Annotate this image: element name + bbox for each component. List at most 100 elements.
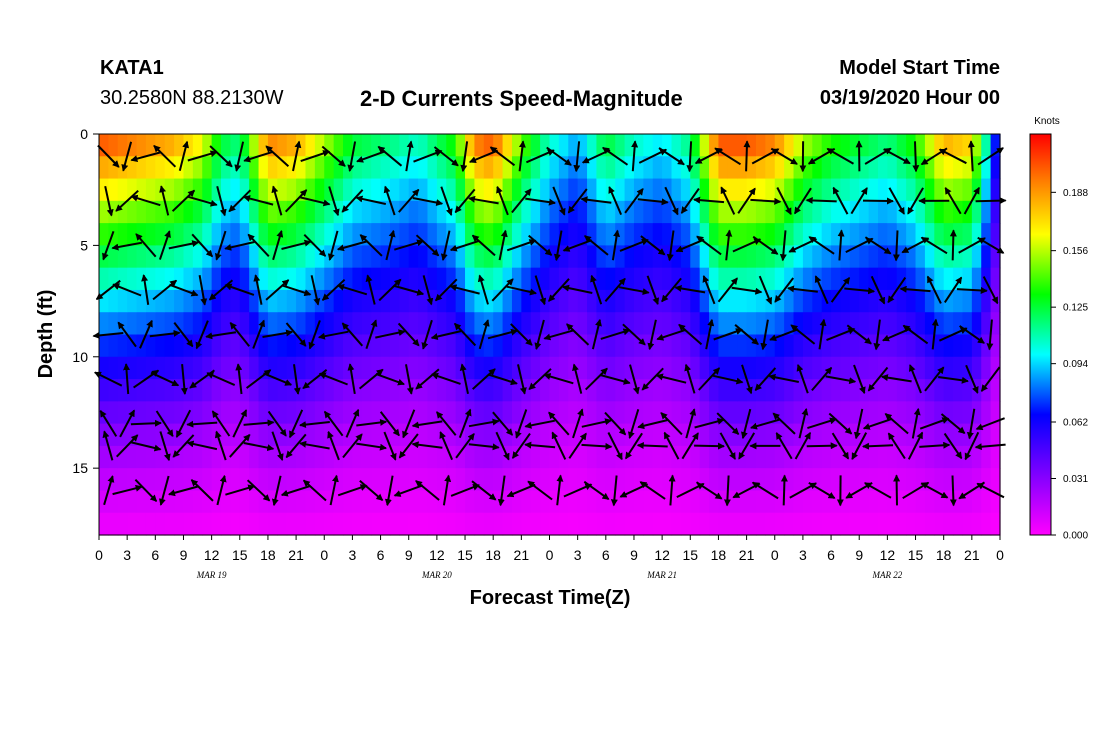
heat-cell — [192, 178, 203, 202]
heat-cell — [934, 379, 945, 402]
heat-cell — [680, 312, 691, 336]
heat-cell — [436, 223, 447, 246]
current-arrow — [511, 188, 532, 214]
heat-cell — [380, 356, 391, 380]
current-arrow — [796, 363, 809, 394]
heat-cell — [596, 245, 607, 269]
current-arrow — [99, 409, 118, 437]
heat-cell — [530, 445, 541, 469]
current-vectors — [92, 140, 1007, 507]
heat-cell — [296, 468, 307, 492]
heat-cell — [389, 200, 400, 224]
heat-cell — [568, 289, 579, 313]
heat-cell — [427, 356, 438, 380]
heat-cell — [211, 312, 222, 336]
heat-cell — [296, 312, 307, 336]
heat-cell — [258, 200, 269, 224]
heat-cell — [108, 334, 119, 358]
heat-cell — [427, 223, 438, 246]
heat-cell — [530, 289, 541, 313]
current-arrow — [624, 187, 644, 214]
heat-cell — [155, 312, 166, 336]
heat-cell — [755, 178, 766, 202]
heat-cell — [483, 334, 494, 358]
heat-cell — [587, 156, 598, 180]
heat-cell — [286, 223, 297, 246]
heat-cell — [784, 401, 795, 425]
current-arrow — [912, 141, 920, 173]
heat-cell — [427, 134, 438, 157]
heat-cell — [812, 512, 823, 536]
heat-cell — [924, 512, 935, 536]
heat-cell — [333, 334, 344, 358]
heat-cell — [221, 178, 231, 202]
heat-cell — [174, 267, 185, 291]
heat-cell — [352, 267, 363, 291]
heat-cell — [680, 379, 691, 402]
heat-cell — [230, 200, 241, 224]
heat-cell — [530, 468, 541, 492]
heat-cell — [774, 178, 785, 202]
heat-cell — [408, 200, 419, 224]
heat-cell — [784, 245, 795, 269]
heat-cell — [784, 156, 795, 180]
heat-cell — [849, 312, 860, 336]
heat-cell — [624, 156, 635, 180]
heat-cell — [258, 267, 269, 291]
heat-cell — [849, 490, 860, 514]
heat-cell — [774, 468, 785, 492]
heat-cell — [249, 312, 260, 336]
heat-cell — [465, 445, 476, 469]
heat-cell — [662, 134, 673, 157]
heat-cell — [868, 223, 879, 246]
heat-cell — [943, 156, 954, 180]
current-arrow — [405, 140, 414, 172]
current-arrow — [439, 431, 454, 461]
heat-cell — [906, 445, 917, 469]
heat-cell — [361, 468, 372, 492]
heat-cell — [643, 490, 654, 514]
heat-cell — [727, 334, 738, 358]
heat-cell — [774, 512, 785, 536]
heat-cell — [802, 223, 813, 246]
heat-cell — [286, 156, 297, 180]
heat-cell — [305, 445, 316, 469]
heat-cell — [624, 356, 635, 380]
heat-cell — [436, 267, 447, 291]
y-tick-label: 5 — [80, 237, 88, 253]
current-arrow — [624, 432, 643, 460]
heat-cell — [596, 200, 607, 224]
heat-cell — [483, 178, 494, 202]
heat-cell — [924, 334, 935, 358]
heat-cell — [821, 334, 832, 358]
current-arrow — [130, 151, 161, 163]
current-arrow — [111, 241, 143, 251]
heat-cell — [877, 334, 888, 358]
heat-cell — [924, 468, 935, 492]
heat-cell — [981, 178, 992, 202]
heat-cell — [183, 245, 194, 269]
current-arrow — [168, 240, 200, 250]
heat-cell — [427, 490, 438, 514]
heat-cell — [896, 289, 907, 313]
heat-cell — [699, 200, 710, 224]
heat-cell — [418, 178, 429, 202]
heat-cell — [202, 401, 213, 425]
heat-cell — [239, 289, 250, 313]
heat-cell — [962, 245, 973, 269]
heat-cell — [258, 468, 269, 492]
current-arrow — [556, 474, 564, 506]
heat-cell — [821, 245, 832, 269]
heat-cell — [981, 512, 992, 536]
heat-cell — [333, 356, 344, 380]
current-arrow — [358, 368, 384, 390]
heat-cell — [568, 223, 579, 246]
heat-cell — [784, 379, 795, 402]
heat-cell — [793, 468, 804, 492]
heat-cell — [633, 245, 644, 269]
current-arrow — [206, 372, 236, 387]
current-arrow — [754, 367, 777, 391]
heat-cell — [493, 200, 504, 224]
heat-cell — [840, 312, 851, 336]
heat-cell — [427, 178, 438, 202]
